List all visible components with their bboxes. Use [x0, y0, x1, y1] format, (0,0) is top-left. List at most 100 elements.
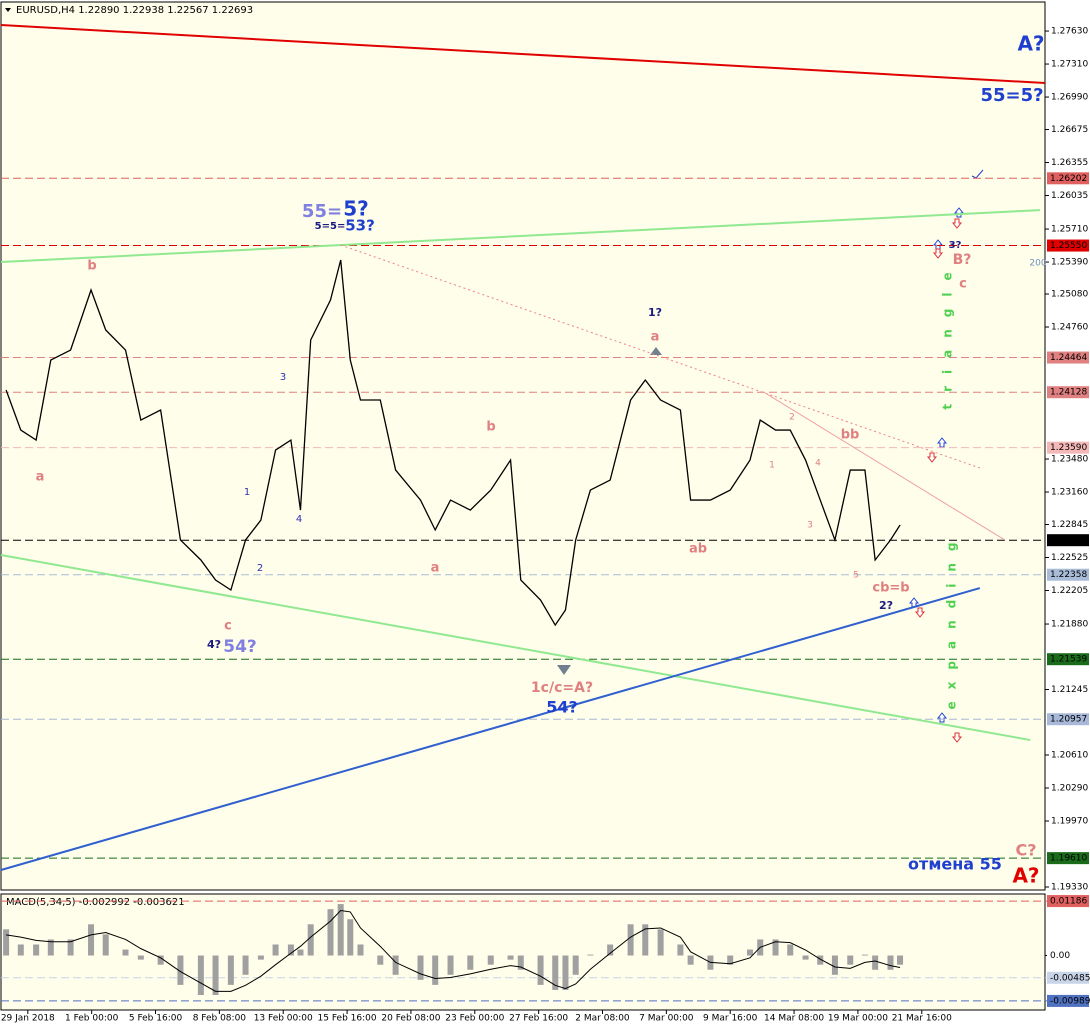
level-box: [1047, 534, 1089, 547]
annotation: ab: [689, 542, 707, 557]
tick-box: [1047, 895, 1089, 908]
macd-bar: [847, 955, 854, 965]
x-tick-label: 2 Mar 08:00: [575, 1014, 630, 1024]
annotation: 55=5?: [980, 85, 1043, 106]
macd-bar: [392, 955, 399, 975]
annotation: c: [959, 277, 967, 292]
macd-bar: [537, 955, 544, 985]
annotation: 1: [244, 487, 250, 498]
chart-title: EURUSD,H4 1.22890 1.22938 1.22567 1.2269…: [16, 5, 253, 16]
annotation: cb=b: [872, 581, 909, 596]
annotation: bb: [841, 428, 860, 443]
macd-bar: [357, 944, 364, 956]
tick-box: [1047, 994, 1089, 1007]
down-arrow: [951, 218, 963, 229]
up-arrow: [936, 712, 948, 723]
up-arrow: [932, 239, 944, 250]
y-tick-label: 1.22205: [1051, 586, 1088, 596]
macd-bar: [3, 929, 10, 956]
level-label: 1.24128: [1050, 388, 1087, 398]
x-tick-label: 7 Mar 00:00: [639, 1014, 694, 1024]
annotation: 1?: [648, 306, 662, 319]
macd-bar: [212, 955, 219, 995]
y-tick-label: 1.26355: [1051, 158, 1088, 168]
annotation: 53?: [345, 217, 375, 235]
y-tick-label: 1.23160: [1051, 488, 1088, 498]
level-box: [1047, 351, 1089, 364]
macd-bar: [287, 944, 294, 956]
annotation: a: [431, 561, 440, 576]
x-tick-label: 14 Mar 08:00: [764, 1014, 824, 1024]
y-tick-label: 0.01186: [1050, 897, 1087, 907]
macd-bar: [552, 955, 559, 990]
level-label: 1.19610: [1050, 854, 1087, 864]
y-tick-label: -0.00485: [1050, 973, 1090, 983]
macd-bar: [257, 955, 264, 960]
annotation: 4: [815, 459, 821, 469]
macd-bar: [177, 955, 184, 985]
annotation: b: [486, 420, 495, 435]
y-tick-label: 1.27310: [1051, 60, 1088, 70]
y-tick-label: 1.26990: [1051, 93, 1088, 103]
level-box: [1047, 239, 1089, 252]
macd-panel: [0, 893, 1046, 1011]
y-tick-label: 1.21245: [1051, 685, 1088, 695]
x-tick-label: 19 Mar 00:00: [828, 1014, 888, 1024]
trend-line: [0, 209, 1040, 264]
macd-bar: [417, 955, 424, 980]
macd-bar: [572, 955, 579, 975]
macd-bar: [831, 955, 838, 975]
x-tick-label: 27 Feb 16:00: [509, 1014, 568, 1024]
annotation: 5: [853, 571, 859, 581]
y-tick-label: 1.22845: [1051, 520, 1088, 530]
level-label: 1.26202: [1050, 174, 1087, 184]
down-arrow: [914, 607, 926, 618]
y-tick-label: 1.26675: [1051, 125, 1088, 135]
macd-bar: [88, 924, 95, 956]
down-arrow: [932, 248, 944, 259]
level-label: 1.22693: [1050, 536, 1087, 546]
macd-bar: [432, 955, 439, 985]
x-tick-label: 23 Feb 00:00: [445, 1014, 504, 1024]
annotation: 5=5=: [315, 221, 346, 232]
annotation: expanding: [945, 531, 959, 710]
x-tick-label: 15 Feb 16:00: [318, 1014, 377, 1024]
x-tick-label: 1 Feb 00:00: [65, 1014, 119, 1024]
macd-bar: [562, 955, 569, 990]
annotation: 3?: [949, 240, 962, 251]
macd-bar: [487, 955, 494, 965]
price-line: [5, 259, 901, 627]
x-tick-label: 20 Feb 08:00: [381, 1014, 440, 1024]
macd-bar: [272, 944, 279, 956]
macd-bar: [297, 949, 304, 956]
macd-bar: [137, 955, 144, 960]
macd-bar: [467, 955, 474, 970]
annotation: 2?: [879, 599, 893, 612]
level-label: 1.25550: [1050, 241, 1087, 251]
macd-bar: [787, 944, 794, 956]
level-box: [1047, 172, 1089, 185]
level-box: [1047, 441, 1089, 454]
x-tick-label: 29 Jan 2018: [1, 1014, 55, 1024]
macd-bar: [347, 919, 354, 956]
level-box: [1047, 653, 1089, 666]
y-tick-label: 1.25080: [1051, 290, 1088, 300]
macd-bar: [17, 944, 24, 956]
macd-bar: [861, 954, 868, 956]
annotation: 55=: [302, 201, 342, 222]
macd-bar: [817, 955, 824, 965]
x-tick-label: 21 Mar 16:00: [892, 1014, 952, 1024]
level-label: 1.20957: [1050, 715, 1087, 725]
macd-bar: [872, 955, 879, 970]
macd-bar: [327, 909, 334, 956]
macd-bar: [627, 924, 634, 956]
x-tick-label: 9 Mar 16:00: [703, 1014, 758, 1024]
annotation: 54?: [223, 637, 257, 657]
x-tick-label: 8 Feb 08:00: [193, 1014, 247, 1024]
macd-bar: [377, 955, 384, 965]
y-tick-label: 0.00: [1050, 951, 1070, 961]
macd-bar: [517, 955, 524, 970]
annotation: b: [87, 259, 96, 274]
y-tick-label: 1.19970: [1051, 817, 1088, 827]
